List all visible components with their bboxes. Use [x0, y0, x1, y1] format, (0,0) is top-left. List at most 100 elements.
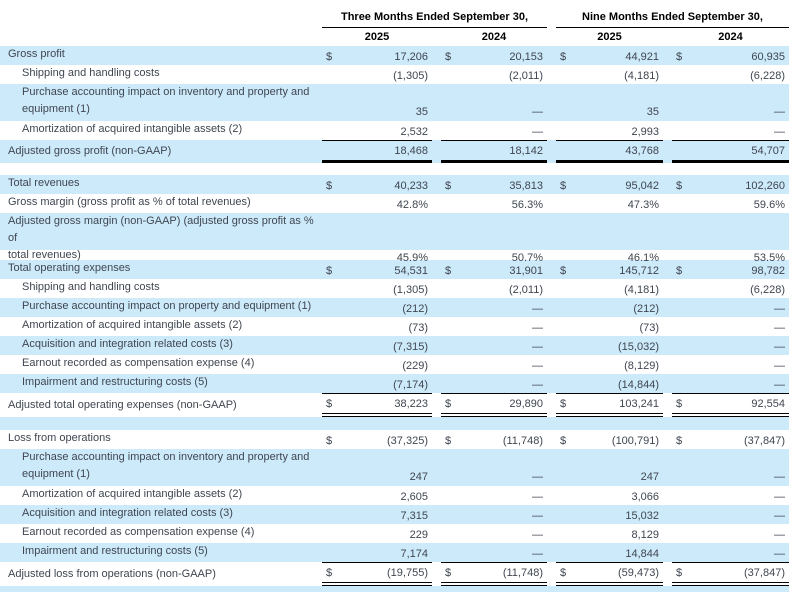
cell-value: (11,748)	[502, 435, 543, 447]
value-cell: $54,531	[322, 260, 432, 280]
cell-value: —	[774, 379, 785, 391]
cell-value: 2,605	[400, 491, 428, 503]
year-header-3m-2024: 2024	[481, 31, 507, 43]
row-label: Adjusted loss from operations (non-GAAP)	[8, 568, 216, 580]
cell-value: —	[532, 529, 543, 541]
dollar-sign: $	[560, 567, 567, 579]
financial-table-body: Gross profit $17,206 $20,153 $44,921 $60,935…	[0, 46, 789, 592]
cell-value: 247	[409, 471, 428, 483]
cell-value: —	[532, 379, 543, 391]
cell-value: (4,181)	[624, 70, 659, 82]
cell-value: —	[774, 126, 785, 138]
value-cell: (8,129)	[556, 355, 663, 375]
cell-value: (1,305)	[393, 70, 428, 82]
cell-value: (15,032)	[618, 341, 659, 353]
value-cell: 35	[556, 84, 663, 121]
table-row: Total revenues $40,233 $35,813 $95,042 $102,…	[0, 175, 789, 194]
cell-value: —	[532, 471, 543, 483]
value-cell: 50.7%	[441, 213, 547, 267]
cell-value: 31,901	[509, 265, 543, 277]
value-cell: 2,532	[322, 121, 432, 141]
row-label: Purchase accounting impact on inventory …	[22, 451, 310, 480]
cell-value: 35	[646, 106, 659, 118]
cell-value: (229)	[402, 360, 428, 372]
table-row: Purchase accounting impact on inventory …	[0, 84, 789, 121]
dollar-sign: $	[445, 567, 452, 579]
dollar-sign: $	[560, 398, 567, 410]
value-cell: $ (37,847)	[672, 562, 789, 586]
cell-value: 102,260	[745, 180, 785, 192]
cell-value: (6,228)	[750, 284, 785, 296]
value-cell: —	[441, 449, 547, 486]
value-cell: —	[441, 355, 547, 375]
value-cell: —	[672, 298, 789, 318]
value-cell: (1,305)	[322, 65, 432, 85]
row-label: Earnout recorded as compensation expense…	[22, 526, 255, 538]
cell-value: 98,782	[751, 265, 785, 277]
row-label: Impairment and restructuring costs (5)	[22, 545, 208, 557]
value-cell: 53.5%	[672, 213, 789, 267]
value-cell: —	[441, 121, 547, 141]
value-cell: $98,782	[672, 260, 789, 280]
cell-value: 60,935	[751, 51, 785, 63]
table-row: Loss from operations $ (37,325) $ (11,748) $ (…	[0, 430, 789, 449]
row-label: Total revenues	[8, 177, 80, 189]
cell-value: —	[774, 360, 785, 372]
row-label: Shipping and handling costs	[22, 67, 160, 79]
table-row: Amortization of acquired intangible asse…	[0, 486, 789, 505]
cell-value: 50.7%	[511, 252, 543, 264]
cell-value: (2,011)	[508, 70, 543, 82]
dollar-sign: $	[676, 435, 683, 447]
cell-value: (59,473)	[618, 567, 659, 579]
cell-value: —	[774, 491, 785, 503]
cell-value: 18,142	[509, 145, 543, 157]
value-cell: —	[672, 121, 789, 141]
cell-value: (2,011)	[508, 284, 543, 296]
cell-value: (6,228)	[750, 70, 785, 82]
value-cell: 247	[556, 449, 663, 486]
value-cell: $102,260	[672, 175, 789, 195]
value-cell: $60,935	[672, 46, 789, 66]
dollar-sign: $	[676, 567, 683, 579]
cell-value: 15,032	[625, 510, 659, 522]
cell-value: 2,993	[631, 126, 659, 138]
cell-value: 40,233	[394, 180, 428, 192]
value-cell: 3,066	[556, 486, 663, 506]
year-header-row: 2025 2024 2025 2024	[0, 28, 789, 46]
cell-value: 43,768	[625, 145, 659, 157]
cell-value: (4,181)	[624, 284, 659, 296]
value-cell: $17,206	[322, 46, 432, 66]
table-row: Adjusted loss from operations (non-GAAP)…	[0, 562, 789, 586]
table-row: Impairment and restructuring costs (5) 7,…	[0, 543, 789, 562]
cell-value: (8,129)	[624, 360, 659, 372]
value-cell: $ (19,755)	[322, 562, 432, 586]
cell-value: (11,748)	[502, 567, 543, 579]
cell-value: (100,791)	[611, 435, 659, 447]
cell-value: 95,042	[625, 180, 659, 192]
dollar-sign: $	[445, 398, 452, 410]
value-cell: (6,228)	[672, 279, 789, 299]
cell-value: —	[774, 303, 785, 315]
cell-value: (37,847)	[744, 435, 785, 447]
cell-value: 17,206	[394, 51, 428, 63]
cell-value: (212)	[633, 303, 659, 315]
value-cell: —	[441, 336, 547, 356]
row-label: Amortization of acquired intangible asse…	[22, 123, 243, 135]
value-cell: 56.3%	[441, 194, 547, 214]
table-row: Adjusted gross profit (non-GAAP) 18,468 18…	[0, 140, 789, 163]
table-row: Gross margin (gross profit as % of total…	[0, 194, 789, 213]
value-cell: 247	[322, 449, 432, 486]
table-row: Shipping and handling costs (1,305) (2,011…	[0, 279, 789, 298]
row-label: Amortization of acquired intangible asse…	[22, 488, 243, 500]
table-row: Acquisition and integration related cost…	[0, 336, 789, 355]
value-cell: 35	[322, 84, 432, 121]
year-header-3m-2025: 2025	[364, 31, 390, 43]
value-cell: —	[672, 449, 789, 486]
value-cell: —	[672, 505, 789, 525]
dollar-sign: $	[676, 180, 683, 192]
value-cell: $ (37,325)	[322, 430, 432, 450]
table-row: Earnout recorded as compensation expense…	[0, 524, 789, 543]
value-cell: $31,901	[441, 260, 547, 280]
dollar-sign: $	[326, 51, 333, 63]
dollar-sign: $	[326, 435, 333, 447]
